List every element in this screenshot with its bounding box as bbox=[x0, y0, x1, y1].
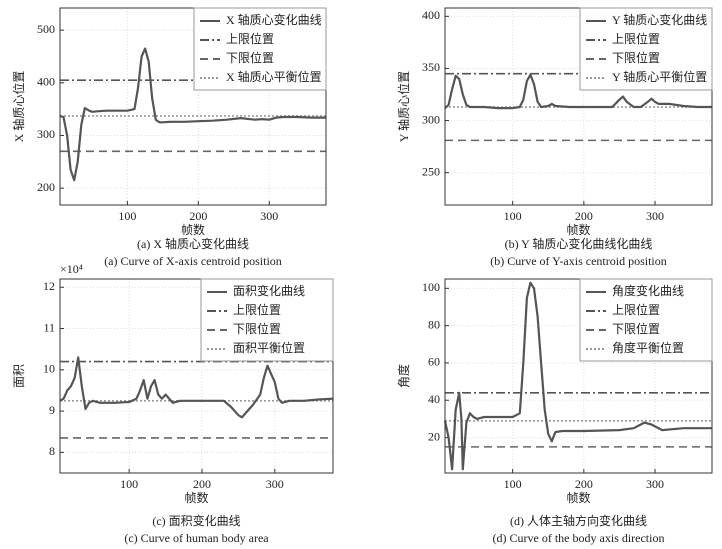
y-tick-label: 10 bbox=[43, 362, 55, 376]
y-tick-label: 8 bbox=[49, 444, 55, 458]
caption-zh: (a) X 轴质心变化曲线 bbox=[137, 236, 249, 251]
y-axis-label: Y 轴质心位置 bbox=[396, 71, 411, 142]
x-tick-label: 100 bbox=[504, 477, 522, 491]
x-tick-label: 100 bbox=[120, 477, 138, 491]
caption-zh: (c) 面积变化曲线 bbox=[152, 513, 240, 528]
data-line bbox=[443, 281, 712, 471]
data-line bbox=[59, 47, 326, 182]
legend-label: X 轴质心变化曲线 bbox=[226, 12, 322, 27]
y-tick-label: 100 bbox=[422, 280, 440, 294]
y-tick-label: 80 bbox=[428, 317, 440, 331]
caption-zh: (d) 人体主轴方向变化曲线 bbox=[510, 513, 647, 528]
legend-label: 上限位置 bbox=[612, 31, 660, 46]
y-tick-label: 400 bbox=[37, 75, 55, 89]
legend-label: 下限位置 bbox=[612, 321, 660, 336]
x-tick-label: 200 bbox=[193, 477, 211, 491]
x-axis-label: 帧数 bbox=[181, 222, 205, 237]
x-tick-label: 200 bbox=[575, 477, 593, 491]
y-axis-label: 角度 bbox=[396, 364, 411, 388]
legend-label: X 轴质心平衡位置 bbox=[226, 69, 322, 84]
y-tick-label: 11 bbox=[43, 320, 55, 334]
legend-label: 上限位置 bbox=[612, 302, 660, 317]
caption-en: (c) Curve of human body area bbox=[124, 531, 269, 545]
y-tick-label: 400 bbox=[422, 8, 440, 22]
x-tick-label: 300 bbox=[646, 209, 664, 223]
y-tick-label: 20 bbox=[428, 429, 440, 443]
y-scale-label: ×10⁴ bbox=[60, 262, 83, 276]
y-tick-label: 200 bbox=[37, 180, 55, 194]
legend-label: 角度平衡位置 bbox=[612, 340, 684, 355]
x-tick-label: 300 bbox=[646, 477, 664, 491]
x-axis-label: 帧数 bbox=[566, 222, 590, 237]
y-tick-label: 12 bbox=[43, 279, 55, 293]
x-tick-label: 200 bbox=[575, 209, 593, 223]
y-axis-label: X 轴质心位置 bbox=[11, 71, 26, 143]
plot-frame bbox=[444, 7, 713, 206]
caption-en: (b) Curve of Y-axis centroid position bbox=[490, 254, 667, 268]
y-tick-label: 9 bbox=[49, 403, 55, 417]
legend-label: 角度变化曲线 bbox=[612, 283, 684, 298]
y-tick-label: 250 bbox=[422, 164, 440, 178]
x-tick-label: 300 bbox=[266, 477, 284, 491]
plot-frame bbox=[444, 278, 713, 474]
y-tick-label: 500 bbox=[37, 22, 55, 36]
data-line bbox=[444, 73, 712, 110]
x-tick-label: 100 bbox=[504, 209, 522, 223]
plot-frame bbox=[59, 278, 334, 474]
legend-label: 上限位置 bbox=[233, 302, 281, 317]
y-tick-label: 300 bbox=[422, 112, 440, 126]
x-tick-label: 300 bbox=[260, 209, 278, 223]
caption-en: (a) Curve of X-axis centroid position bbox=[104, 254, 282, 268]
legend-label: 下限位置 bbox=[612, 50, 660, 65]
legend-label: 面积平衡位置 bbox=[233, 340, 305, 355]
legend-label: 面积变化曲线 bbox=[233, 283, 305, 298]
y-tick-label: 40 bbox=[428, 392, 440, 406]
y-tick-label: 350 bbox=[422, 60, 440, 74]
caption-zh: (b) Y 轴质心变化曲线化曲线 bbox=[505, 236, 653, 251]
legend-label: 上限位置 bbox=[226, 31, 274, 46]
data-line bbox=[59, 356, 334, 419]
y-tick-label: 60 bbox=[428, 355, 440, 369]
x-axis-label: 帧数 bbox=[184, 490, 208, 505]
legend-label: Y 轴质心变化曲线 bbox=[612, 12, 707, 27]
y-axis-label: 面积 bbox=[12, 364, 26, 388]
x-axis-label: 帧数 bbox=[566, 490, 590, 505]
legend-label: 下限位置 bbox=[226, 50, 274, 65]
x-tick-label: 200 bbox=[189, 209, 207, 223]
legend-label: 下限位置 bbox=[233, 321, 281, 336]
legend-label: Y 轴质心平衡位置 bbox=[612, 69, 707, 84]
caption-en: (d) Curve of the body axis direction bbox=[493, 531, 665, 545]
y-tick-label: 300 bbox=[37, 127, 55, 141]
plot-frame bbox=[59, 7, 327, 206]
x-tick-label: 100 bbox=[118, 209, 136, 223]
